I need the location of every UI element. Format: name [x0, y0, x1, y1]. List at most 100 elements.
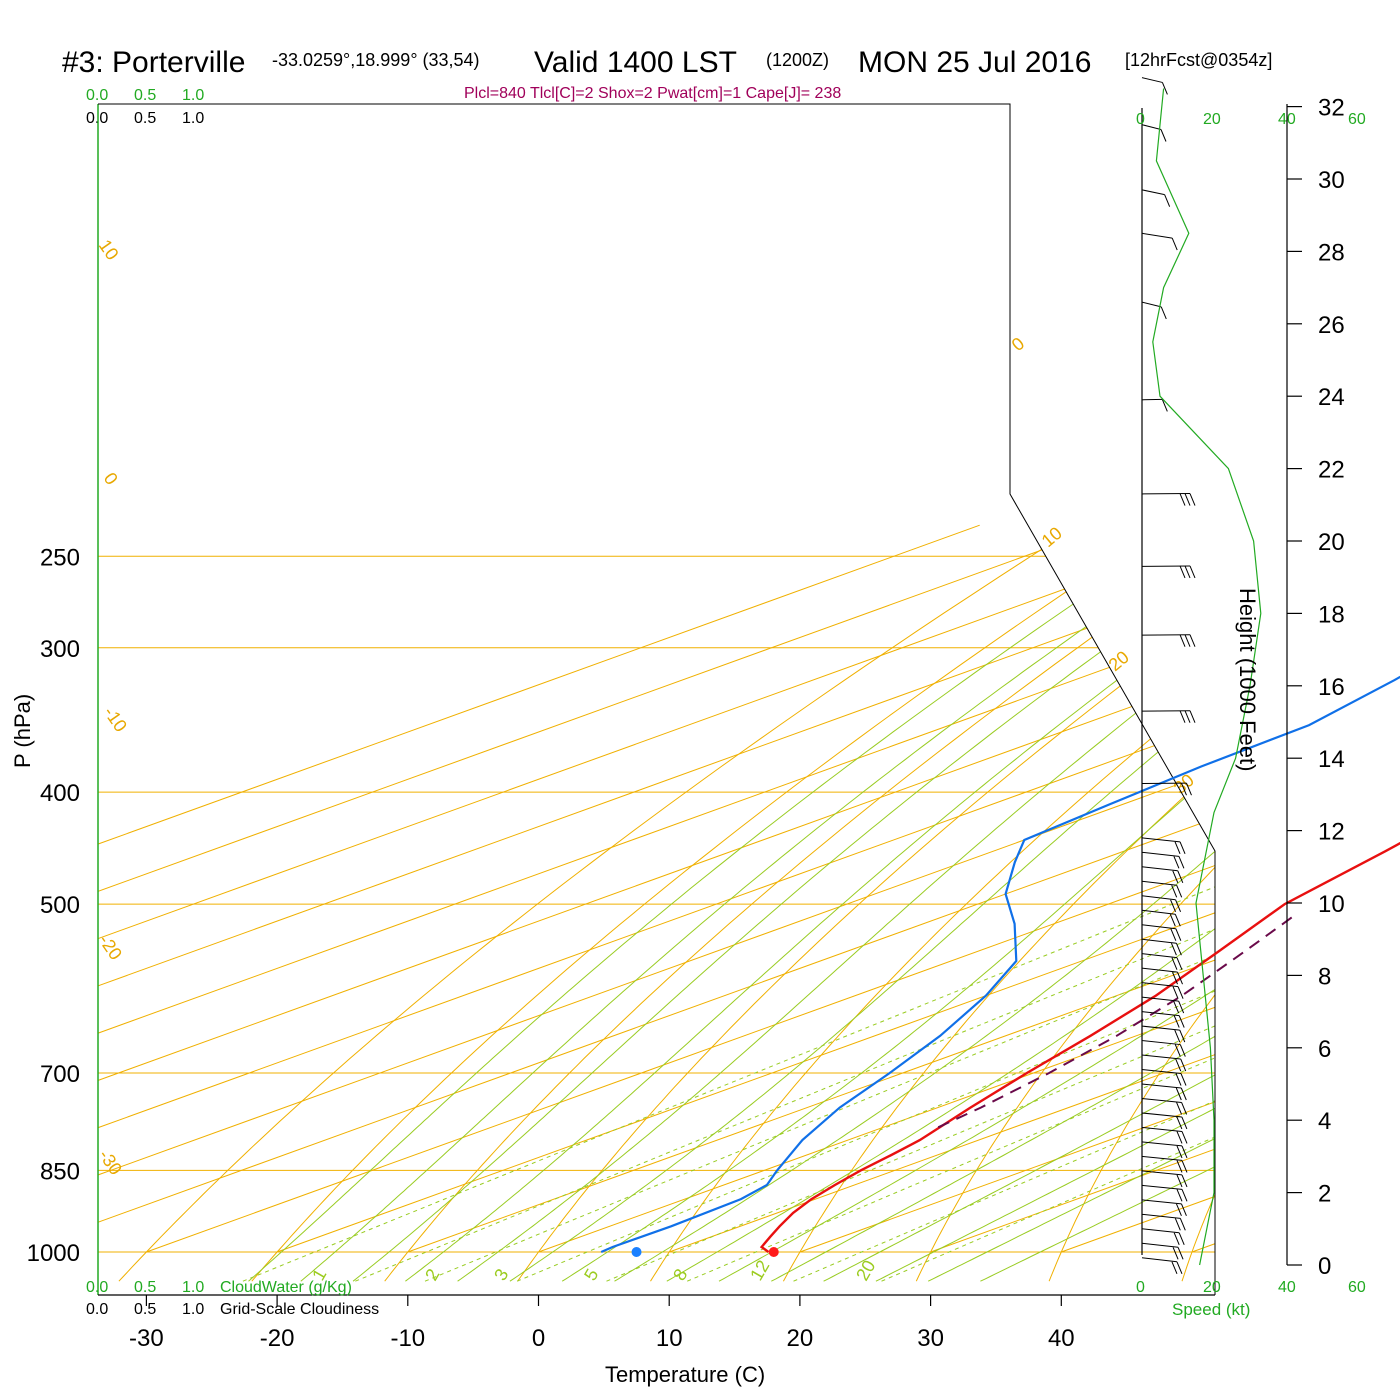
top-green-scale-2: 1.0	[182, 87, 204, 104]
wind-barb-feather	[1174, 1029, 1181, 1043]
wind-barb-shaft	[1141, 1155, 1183, 1161]
isotherm--10	[407, 524, 1215, 1253]
isotherm--100	[98, 524, 1215, 1253]
stability-indices: Plcl=840 Tlcl[C]=2 Shox=2 Pwat[cm]=1 Cap…	[464, 85, 841, 102]
height-tick-label: 8	[1318, 963, 1331, 990]
mixing-ratio-30	[881, 791, 1215, 1282]
wind-barb-shaft	[1141, 232, 1173, 239]
pressure-axis-title: P (hPa)	[10, 694, 35, 768]
top-green-scale-0: 0.0	[86, 87, 108, 104]
bottom-green-scale-2: 1.0	[182, 1279, 204, 1296]
wind-barb-feather	[1175, 1073, 1182, 1086]
dry-adiabat-20	[782, 514, 1215, 1282]
wind-barb-feather	[1181, 1145, 1188, 1159]
wind-barb-feather	[1176, 957, 1183, 970]
wind-barbs	[1141, 77, 1196, 1274]
wind-barb-feather	[1186, 782, 1192, 796]
top-black-scale-1: 0.5	[134, 110, 156, 127]
wind-barb-feather	[1181, 1102, 1188, 1115]
wind-barb-shaft	[1141, 880, 1177, 886]
wind-barb-feather	[1174, 1218, 1181, 1231]
dry-adiabat--30	[118, 513, 1097, 1282]
wind-barb-feather	[1180, 1073, 1187, 1086]
pressure-tick-label: 850	[40, 1158, 80, 1185]
moist-adiabat-36	[927, 513, 1215, 1282]
temperature-tick-label: 0	[532, 1325, 545, 1352]
moist-adiabat-12	[614, 514, 1215, 1282]
wind-barb-feather	[1176, 1102, 1183, 1115]
wind-barb-feather	[1173, 1232, 1180, 1245]
wind-barb-feather	[1179, 493, 1186, 506]
isotherm--50	[98, 524, 1215, 1253]
wind-barb-feather	[1173, 1000, 1180, 1014]
moist-adiabat-20	[718, 514, 1215, 1282]
mixing-ratio-lines	[242, 791, 1215, 1282]
dry-adiabat--10	[384, 513, 1215, 1282]
speed-tick-bottom-20: 20	[1203, 1279, 1221, 1296]
wind-barb-feather	[1181, 1131, 1188, 1144]
wind-barb-feather	[1175, 943, 1182, 956]
station-title: #3: Porterville	[62, 46, 245, 79]
temperature-axis: -30 -20 -10 0 10 20 30 40	[129, 1295, 1075, 1352]
wind-barb-shaft	[1141, 1054, 1181, 1060]
wind-barb-feather	[1177, 971, 1183, 985]
parcel-profile	[937, 913, 1297, 1129]
wind-barb-feather	[1189, 634, 1196, 647]
top-green-scale-1: 0.5	[134, 87, 156, 104]
wind-barb-shaft	[1141, 1141, 1183, 1147]
wind-barb-feather	[1170, 928, 1177, 941]
temperature-tick-label: 30	[917, 1325, 944, 1352]
wind-barb-feather	[1179, 1218, 1186, 1231]
valid-date: MON 25 Jul 2016	[858, 46, 1091, 79]
temperature-axis-title: Temperature (C)	[605, 1362, 765, 1387]
moist-adiabat-0	[457, 513, 1215, 1282]
dry-adiabat-50	[1181, 514, 1215, 1282]
isotherm--70	[98, 524, 1215, 1253]
dry-adiabat-0	[517, 513, 1215, 1282]
speed-tick-bottom-0: 0	[1136, 1279, 1145, 1296]
wind-barb-shaft	[1141, 1242, 1179, 1248]
speed-tick-bottom-40: 40	[1278, 1279, 1296, 1296]
wind-barb-shaft	[1141, 953, 1178, 959]
wind-barb-shaft	[1141, 938, 1177, 944]
height-tick-label: 0	[1318, 1253, 1331, 1280]
height-tick-label: 20	[1318, 529, 1345, 556]
isotherm--30	[146, 524, 1215, 1253]
wind-barb-shaft	[1141, 77, 1163, 83]
wind-barb-feather	[1170, 899, 1177, 912]
dry-adiabat--20	[251, 513, 1183, 1282]
height-tick-label: 24	[1318, 384, 1345, 411]
isotherm--110	[98, 524, 1111, 1253]
wind-barb-feather	[1175, 1087, 1182, 1101]
wind-barb-shaft	[1141, 1097, 1182, 1103]
wind-barb-feather	[1179, 841, 1186, 855]
wind-barb-shaft	[1141, 866, 1178, 872]
speed-tick-bottom-60: 60	[1348, 1279, 1366, 1296]
mixing-ratio-1	[242, 791, 1215, 1282]
top-black-scale-0: 0.0	[86, 110, 108, 127]
bottom-black-scale-2: 1.0	[182, 1301, 204, 1318]
utc-time: (1200Z)	[766, 50, 829, 70]
cloudwater-label: CloudWater (g/Kg)	[220, 1279, 352, 1296]
moist-adiabat-8	[561, 514, 1215, 1282]
wind-barb-feather	[1177, 1247, 1184, 1260]
isotherm--20	[276, 524, 1215, 1253]
mixing-ratio-3	[424, 791, 1215, 1282]
wind-barb-feather	[1176, 1116, 1183, 1130]
top-black-scale-2: 1.0	[182, 110, 204, 127]
wind-barb-feather	[1175, 928, 1182, 941]
station-coords: -33.0259°,18.999° (33,54)	[272, 50, 480, 70]
mixing-ratio-12	[687, 791, 1215, 1282]
wind-barb-feather	[1171, 885, 1178, 898]
wind-barb-feather	[1189, 710, 1196, 723]
temperature-tick-label: -30	[129, 1325, 164, 1352]
wind-barb-feather	[1180, 1087, 1187, 1101]
temperature-tick-label: 40	[1048, 1325, 1075, 1352]
temperature-tick-label: -20	[260, 1325, 295, 1352]
surface-temperature-point	[768, 1247, 779, 1257]
wind-barb-feather	[1172, 1247, 1179, 1260]
sounding-profiles	[600, 675, 1400, 1257]
bottom-black-scale-1: 0.5	[134, 1301, 156, 1318]
wind-barb-feather	[1177, 986, 1184, 999]
